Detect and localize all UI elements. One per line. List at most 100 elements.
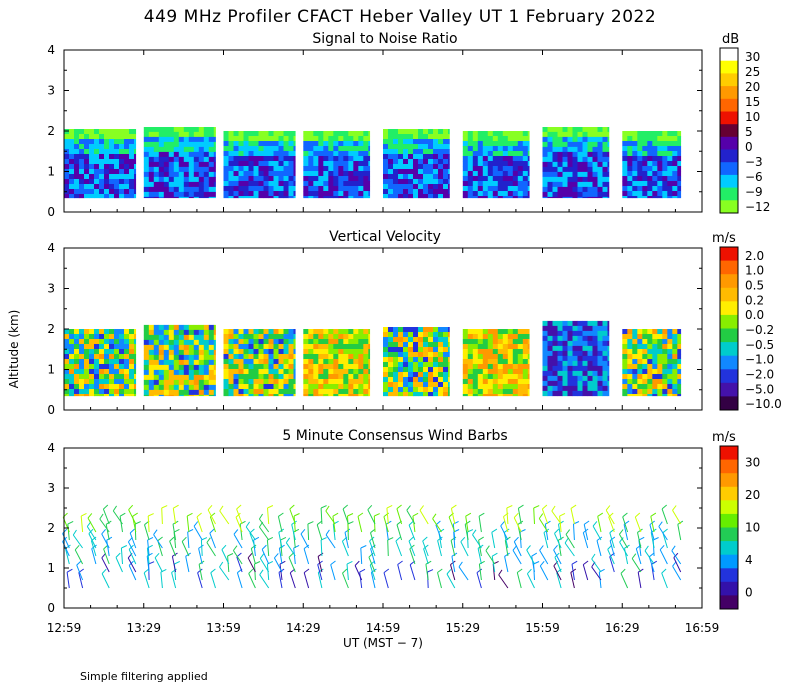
barb-flag — [236, 504, 242, 510]
barb-flag — [558, 520, 564, 525]
wind-barb — [607, 549, 615, 565]
barb-flag — [219, 505, 224, 512]
wind-barb — [368, 557, 376, 573]
barb-flag — [325, 529, 330, 536]
barb-flag — [251, 544, 257, 549]
wind-barb — [160, 572, 163, 589]
colorbar-swatch — [720, 60, 738, 74]
wind-barb — [543, 532, 549, 549]
wind-barb — [330, 564, 336, 581]
wind-barb — [408, 540, 416, 557]
barb-flag — [143, 568, 150, 574]
colorbar-label: 20 — [745, 80, 760, 94]
colorbar-label: 15 — [745, 95, 760, 109]
barb-flag — [672, 505, 677, 511]
panel-title-wind-barbs: 5 Minute Consensus Wind Barbs — [282, 428, 507, 444]
wind-barb — [513, 517, 522, 533]
wind-barb — [317, 564, 323, 581]
wind-barb — [171, 572, 177, 589]
barb-flag — [498, 569, 503, 576]
wind-barb — [171, 556, 177, 573]
wind-barb — [517, 508, 522, 525]
wind-barb — [650, 532, 655, 549]
barb-flag — [330, 560, 336, 565]
colorbar-label: −10.0 — [745, 397, 782, 411]
x-tick-label: 14:59 — [366, 621, 401, 635]
heatmap-segment — [223, 329, 296, 397]
wind-barb — [591, 558, 602, 573]
wind-barb — [491, 556, 496, 573]
barb-flag — [539, 560, 545, 567]
wind-barb — [332, 524, 336, 541]
wind-barb — [422, 540, 429, 557]
wind-barb — [570, 572, 575, 589]
x-tick-label: 16:59 — [685, 621, 720, 635]
heatmap-segment — [622, 329, 682, 397]
colorbar-label: 5 — [745, 125, 753, 139]
barb-flag — [157, 536, 163, 542]
colorbar-swatch — [720, 369, 738, 384]
barb-flag — [551, 505, 556, 512]
barb-flag — [359, 568, 366, 573]
barb-flag — [458, 561, 463, 568]
wind-barb — [596, 540, 602, 557]
barb-flag — [342, 568, 348, 574]
wind-barb — [558, 524, 562, 541]
wind-barb — [273, 557, 283, 573]
barb-flag — [513, 512, 519, 518]
wind-barb — [143, 572, 150, 589]
barb-flag — [87, 513, 93, 519]
barb-flag — [437, 568, 443, 573]
barb-flag — [325, 505, 330, 512]
wind-barb — [635, 548, 642, 565]
barb-flag — [453, 520, 459, 525]
wind-barb — [235, 517, 243, 533]
colorbar-swatch — [720, 98, 738, 112]
barb-flag — [99, 513, 104, 520]
wind-barb — [541, 508, 549, 525]
wind-barb — [464, 524, 469, 541]
panel-title-snr: Signal to Noise Ratio — [312, 31, 457, 47]
wind-barb — [450, 564, 456, 581]
wind-barb — [673, 557, 682, 573]
wind-barb — [533, 507, 535, 525]
barb-flag — [249, 528, 255, 534]
colorbar-swatch — [720, 342, 738, 357]
barb-flag — [219, 561, 224, 568]
wind-barb — [383, 516, 389, 533]
wind-barb — [435, 524, 442, 541]
barb-flag — [239, 520, 246, 525]
colorbar-swatch — [720, 48, 738, 62]
wind-barbs — [62, 504, 684, 589]
wind-barb — [169, 541, 177, 557]
barb-flag — [169, 536, 175, 542]
wind-barb — [325, 510, 336, 525]
colorbar-swatch — [720, 260, 738, 275]
barb-flag — [533, 505, 540, 509]
barb-flag — [233, 529, 239, 535]
barb-flag — [344, 528, 351, 533]
barb-flag — [517, 568, 523, 573]
wind-barb — [196, 516, 203, 533]
barb-flag — [307, 521, 314, 525]
wind-barb — [396, 508, 403, 525]
colorbar-label: −12 — [745, 200, 770, 214]
wind-barb — [325, 534, 336, 549]
wind-barb — [72, 534, 84, 549]
wind-barb — [76, 564, 84, 581]
barb-flag — [396, 504, 402, 510]
barb-flag — [423, 544, 429, 550]
colorbar-swatch — [720, 136, 738, 150]
colorbar-swatch — [720, 111, 738, 125]
wind-barb — [637, 572, 642, 589]
wind-barb — [553, 565, 562, 581]
barb-flag — [128, 504, 134, 511]
wind-barb — [451, 556, 456, 573]
wind-barb — [221, 549, 230, 565]
colorbar-swatch — [720, 174, 738, 188]
barb-flag — [504, 552, 510, 557]
wind-barb — [622, 516, 629, 533]
wind-barb — [631, 558, 642, 573]
